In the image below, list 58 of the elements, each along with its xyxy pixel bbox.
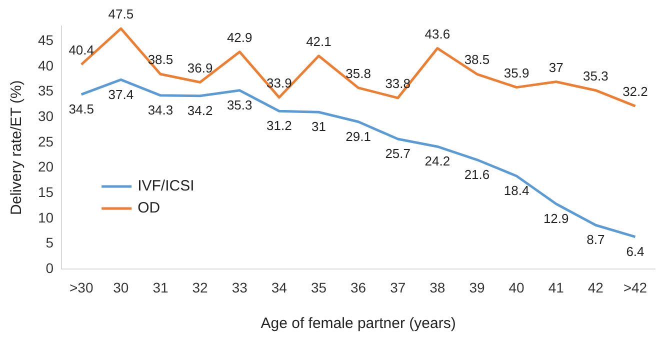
data-label: 37 [548, 60, 564, 75]
data-label: 34.2 [187, 103, 213, 118]
data-label: 43.6 [424, 26, 450, 42]
data-label: 42.1 [306, 34, 332, 49]
data-label: 47.5 [108, 6, 134, 22]
y-tick-label: 20 [38, 158, 54, 175]
data-label: 37.4 [108, 86, 134, 102]
data-label: 29.1 [346, 128, 371, 144]
y-tick-label: 30 [38, 108, 54, 124]
data-label: 31 [311, 119, 326, 134]
data-label: 35.3 [583, 68, 608, 84]
legend-label: OD [138, 200, 160, 217]
data-label: 36.9 [187, 60, 213, 76]
data-label: 18.4 [504, 183, 530, 198]
data-label: 40.4 [68, 42, 94, 58]
x-tick-label: 41 [548, 279, 564, 296]
y-tick-label: 45 [38, 32, 54, 48]
data-label: 38.5 [148, 52, 174, 68]
x-tick-label: 38 [430, 279, 446, 296]
x-tick-label: 34 [271, 279, 288, 296]
data-label: 8.7 [586, 232, 605, 248]
x-tick-label: 35 [310, 279, 327, 296]
x-tick-label: >30 [69, 279, 94, 296]
y-tick-label: 15 [38, 184, 54, 200]
legend-label: IVF/ICSI [138, 178, 194, 195]
data-label: 12.9 [543, 210, 569, 226]
x-tick-label: 31 [152, 279, 168, 296]
x-tick-label: 30 [113, 279, 129, 296]
data-label: 35.3 [226, 97, 252, 112]
x-tick-label: 32 [192, 279, 208, 296]
y-tick-label: 40 [38, 57, 54, 74]
x-tick-label: >42 [623, 279, 648, 296]
data-label: 31.2 [266, 118, 292, 134]
x-tick-label: 42 [588, 279, 604, 296]
x-tick-label: 39 [469, 279, 485, 296]
data-label: 25.7 [385, 146, 411, 162]
data-label: 6.4 [626, 244, 644, 259]
data-label: 35.8 [346, 66, 371, 81]
x-tick-label: 40 [508, 279, 525, 296]
x-tick-label: 33 [232, 279, 248, 296]
data-label: 34.5 [68, 101, 94, 116]
y-tick-label: 10 [38, 209, 54, 226]
y-tick-label: 35 [38, 82, 54, 99]
data-label: 32.2 [622, 84, 648, 100]
data-label: 35.9 [504, 65, 530, 80]
data-label: 24.2 [424, 154, 450, 169]
y-tick-label: 0 [46, 260, 54, 276]
x-tick-label: 37 [390, 279, 406, 296]
data-label: 42.9 [226, 30, 252, 45]
x-tick-label: 36 [350, 279, 366, 296]
x-axis-title: Age of female partner (years) [260, 315, 456, 332]
data-label: 21.6 [464, 166, 490, 182]
data-label: 34.3 [148, 102, 174, 118]
y-tick-label: 5 [46, 234, 54, 251]
data-label: 38.5 [464, 52, 490, 68]
y-axis-title: Delivery rate/ET (%) [8, 80, 26, 215]
y-tick-label: 25 [38, 133, 54, 150]
data-label: 33.9 [266, 76, 292, 91]
